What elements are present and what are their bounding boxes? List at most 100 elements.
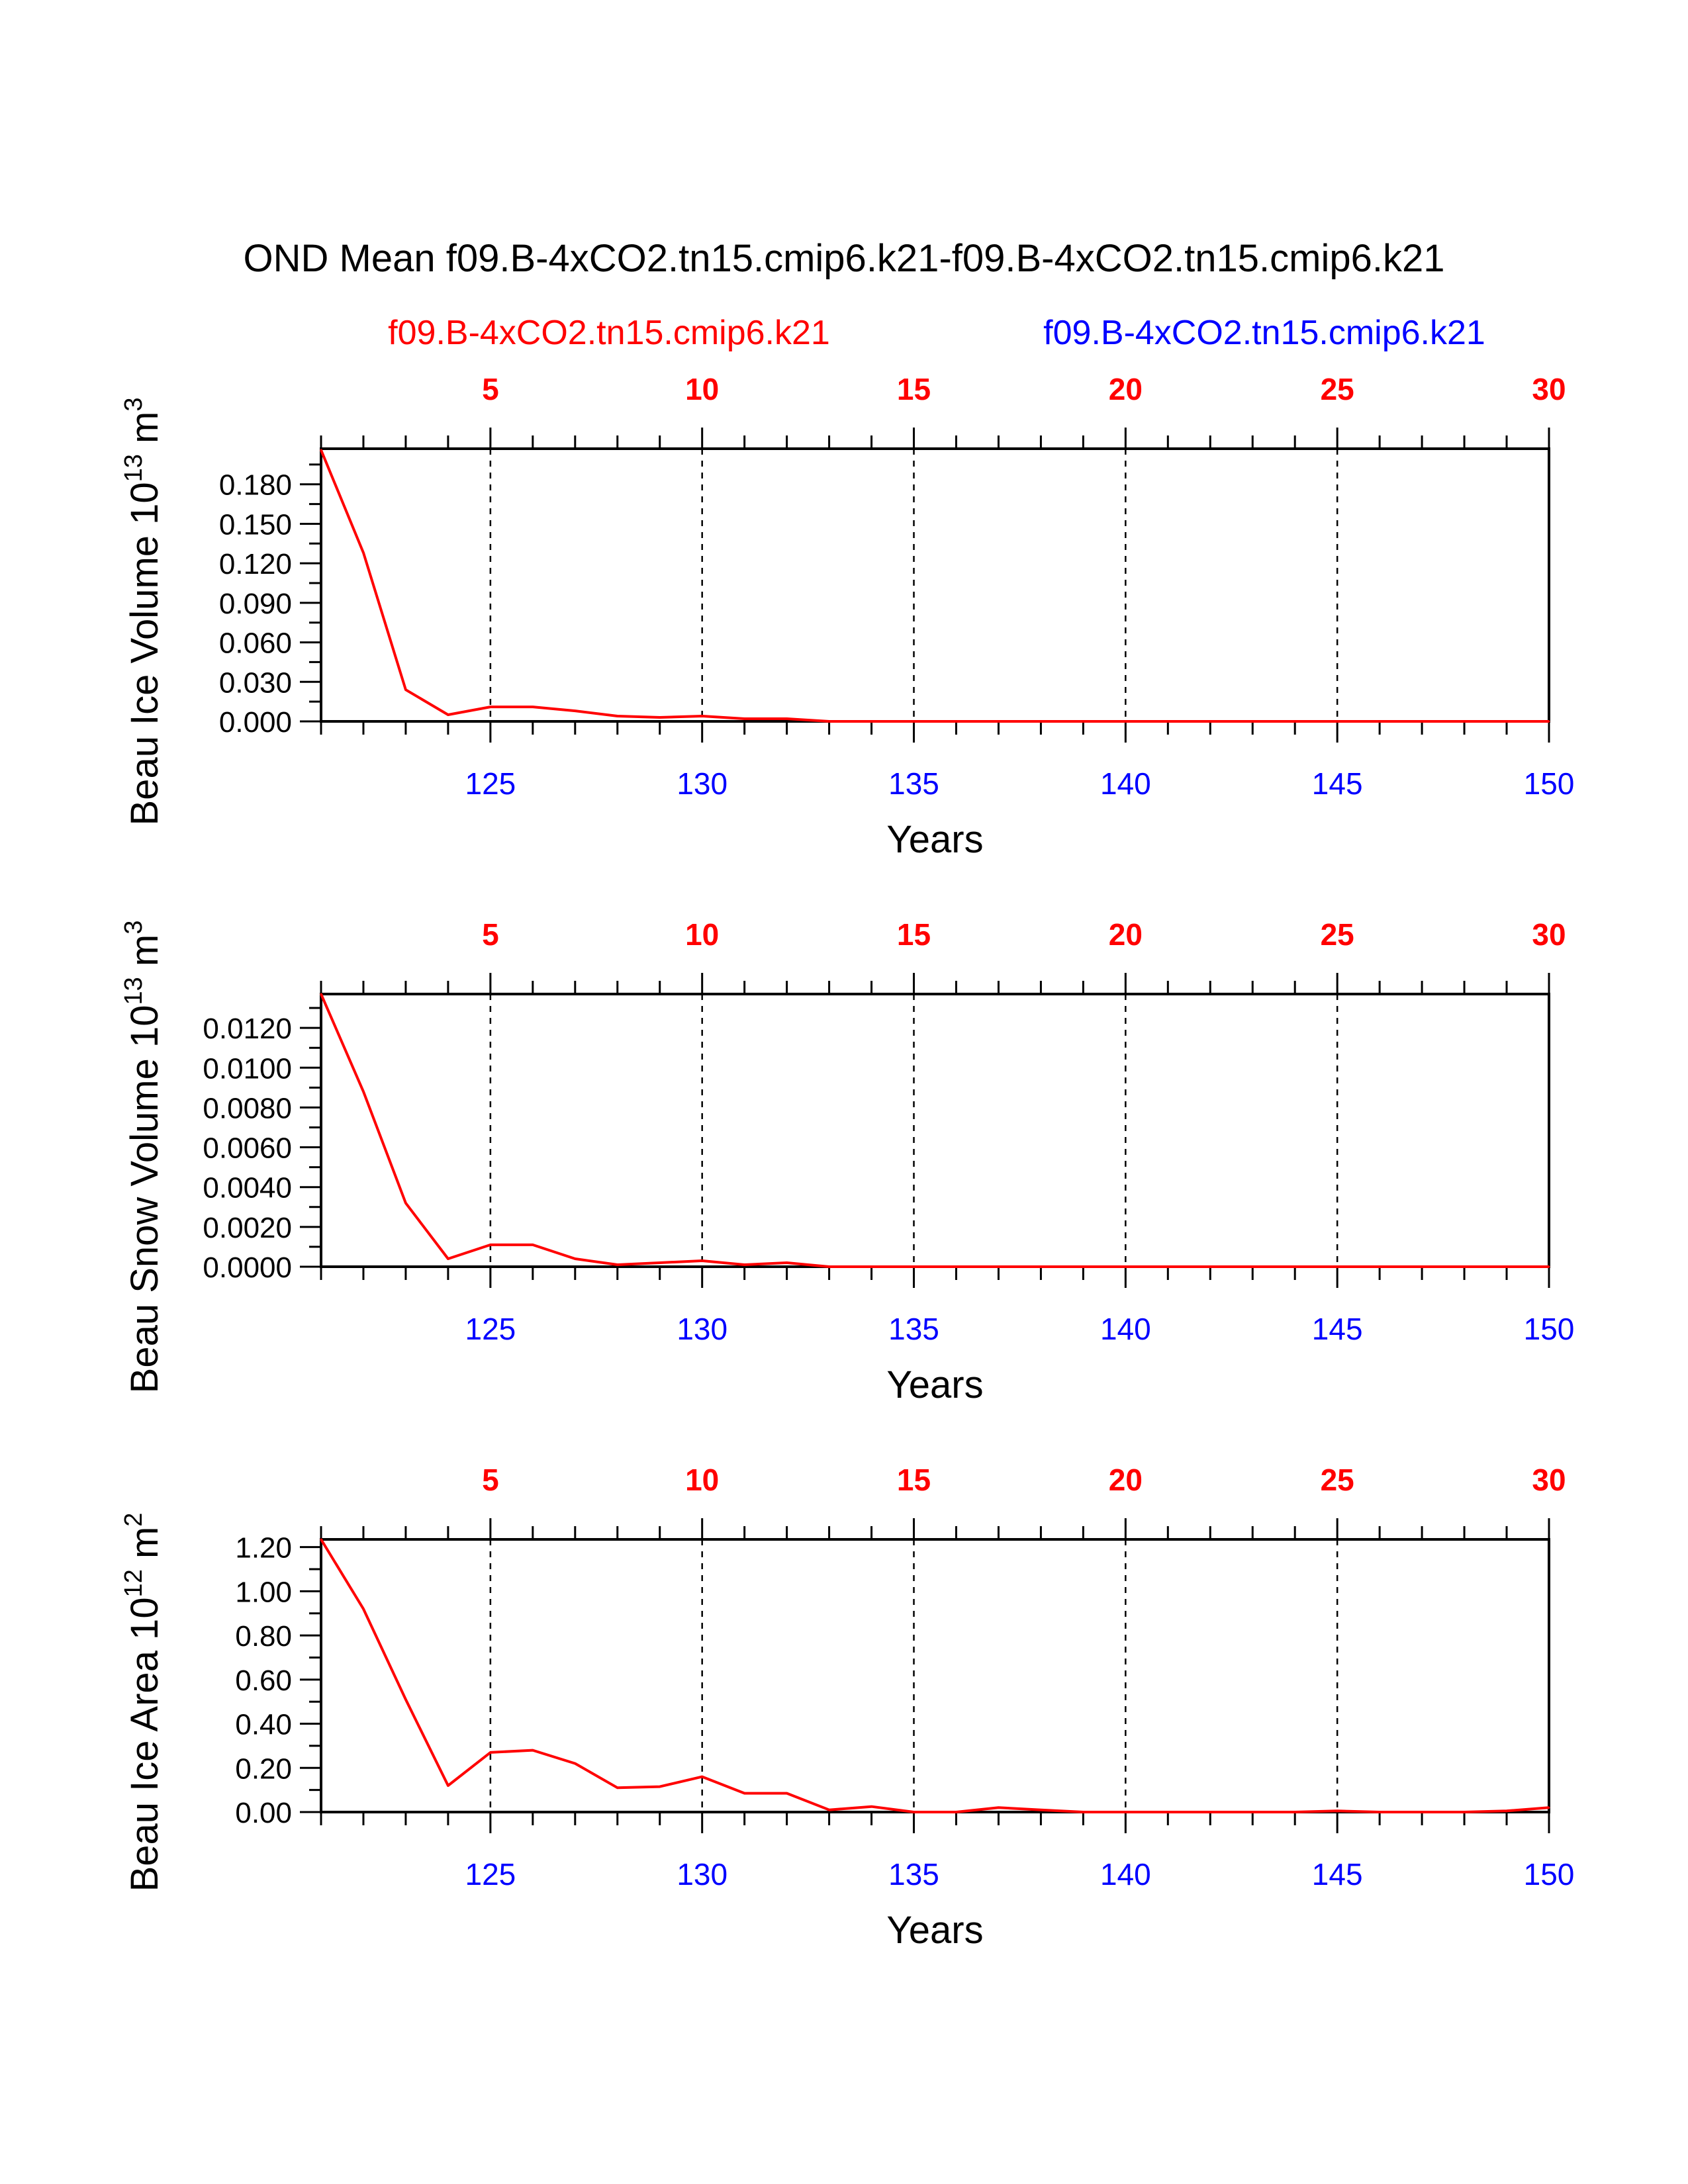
data-point — [574, 709, 577, 712]
x-tick-label-top: 25 — [1321, 372, 1354, 406]
data-point — [489, 1244, 492, 1246]
data-point — [786, 1792, 788, 1795]
y-tick-label: 0.060 — [219, 627, 292, 660]
data-point — [955, 1265, 957, 1268]
x-tick-label-bottom: 145 — [1312, 766, 1363, 801]
data-point — [1209, 1265, 1211, 1268]
y-axis-title-unit-exponent: 3 — [120, 921, 148, 934]
y-tick-label: 0.090 — [219, 588, 292, 620]
data-point — [659, 1786, 661, 1788]
data-point — [489, 705, 492, 708]
x-tick-label-bottom: 150 — [1524, 1312, 1575, 1346]
data-point — [320, 449, 322, 451]
data-point — [1251, 1811, 1254, 1813]
data-point — [1336, 720, 1338, 723]
y-axis-title-unit-exponent: 3 — [120, 398, 148, 412]
series-line — [320, 449, 1549, 723]
x-tick-label-top: 30 — [1532, 917, 1566, 952]
x-tick-label-bottom: 150 — [1524, 766, 1575, 801]
panels-group: 12551301013515140201452515030Years0.0000… — [120, 372, 1574, 1952]
data-point — [955, 1811, 957, 1813]
data-point — [1378, 1811, 1381, 1813]
x-tick-label-bottom: 140 — [1100, 1312, 1151, 1346]
data-point — [997, 1806, 1000, 1809]
x-tick-label-top: 30 — [1532, 1463, 1566, 1497]
x-tick-label-bottom: 130 — [677, 766, 727, 801]
data-point — [913, 720, 915, 723]
data-point — [362, 1608, 365, 1610]
data-point — [532, 705, 534, 708]
data-point — [997, 720, 1000, 723]
x-tick-label-bottom: 130 — [677, 1857, 727, 1891]
x-tick-label-bottom: 130 — [677, 1312, 727, 1346]
data-point — [659, 1261, 661, 1264]
data-point — [447, 1784, 449, 1787]
x-tick-label-top: 20 — [1109, 1463, 1143, 1497]
data-point — [659, 716, 661, 719]
data-point — [913, 1265, 915, 1268]
x-tick-label-top: 5 — [482, 917, 499, 952]
plot-frame — [320, 1538, 1550, 1813]
x-tick-label-top: 25 — [1321, 1463, 1354, 1497]
y-tick-label: 0.80 — [235, 1620, 292, 1653]
data-point — [701, 1259, 704, 1262]
data-point — [1209, 720, 1211, 723]
data-point — [1039, 1809, 1042, 1811]
y-tick-label: 0.120 — [219, 548, 292, 580]
data-point — [1293, 720, 1296, 723]
panel-3: 125 5 130 10 135 15 140 20 145 25 150 30 Years 0.00 0.… — [120, 1463, 1574, 1952]
y-tick-label: 0.0080 — [203, 1092, 292, 1124]
y-tick-label: 0.0100 — [203, 1052, 292, 1085]
data-point — [1505, 1265, 1508, 1268]
data-point — [870, 1805, 873, 1808]
figure-title: OND Mean f09.B-4xCO2.tn15.cmip6.k21-f09.… — [244, 237, 1445, 280]
data-point — [701, 1776, 704, 1778]
data-point — [743, 1263, 746, 1266]
y-tick-label: 0.00 — [235, 1797, 292, 1829]
y-tick-label: 0.150 — [219, 508, 292, 541]
y-tick-label: 0.0040 — [203, 1172, 292, 1205]
y-axis-title-unit: m — [123, 1527, 166, 1569]
data-point — [828, 1809, 831, 1811]
data-point — [1039, 720, 1042, 723]
data-point — [1082, 1811, 1084, 1813]
y-axis-title-exponent: 13 — [120, 454, 148, 482]
data-point — [1336, 1809, 1338, 1812]
legend-right-label: f09.B-4xCO2.tn15.cmip6.k21 — [1043, 314, 1485, 352]
data-point — [743, 717, 746, 720]
data-point — [489, 1751, 492, 1754]
data-point — [1166, 1811, 1169, 1813]
data-point — [997, 1265, 1000, 1268]
x-tick-label-bottom: 140 — [1100, 1857, 1151, 1891]
data-point — [574, 1257, 577, 1260]
data-point — [616, 1786, 619, 1789]
y-axis-title: Beau Ice Area 1012 m2 — [120, 1513, 166, 1892]
panel-1: 125 5 130 10 135 15 140 20 145 25 150 30 Years 0.000 0… — [120, 372, 1574, 861]
data-point — [1336, 1265, 1338, 1268]
data-point — [1421, 1265, 1423, 1268]
y-axis-title-unit-exponent: 2 — [120, 1513, 148, 1527]
x-tick-label-bottom: 140 — [1100, 766, 1151, 801]
x-tick-label-top: 25 — [1321, 917, 1354, 952]
y-tick-label: 0.000 — [219, 706, 292, 739]
data-point — [1124, 1811, 1127, 1813]
data-point — [1421, 720, 1423, 723]
data-point — [1463, 1265, 1466, 1268]
data-point — [1548, 1806, 1550, 1809]
data-point — [1251, 720, 1254, 723]
x-tick-label-bottom: 125 — [465, 1857, 516, 1891]
y-axis-title-base: Beau Ice Area 10 — [123, 1597, 166, 1891]
data-point — [1209, 1811, 1211, 1813]
data-point — [913, 1811, 915, 1813]
x-tick-label-bottom: 135 — [888, 1857, 939, 1891]
data-point — [1293, 1265, 1296, 1268]
data-point — [701, 715, 704, 717]
data-point — [828, 1265, 831, 1268]
x-axis-title: Years — [886, 1363, 983, 1406]
y-axis-title-exponent: 13 — [120, 977, 148, 1005]
data-point — [404, 1202, 407, 1205]
data-point — [362, 1090, 365, 1093]
data-point — [532, 1749, 534, 1752]
data-point — [1505, 1809, 1508, 1812]
